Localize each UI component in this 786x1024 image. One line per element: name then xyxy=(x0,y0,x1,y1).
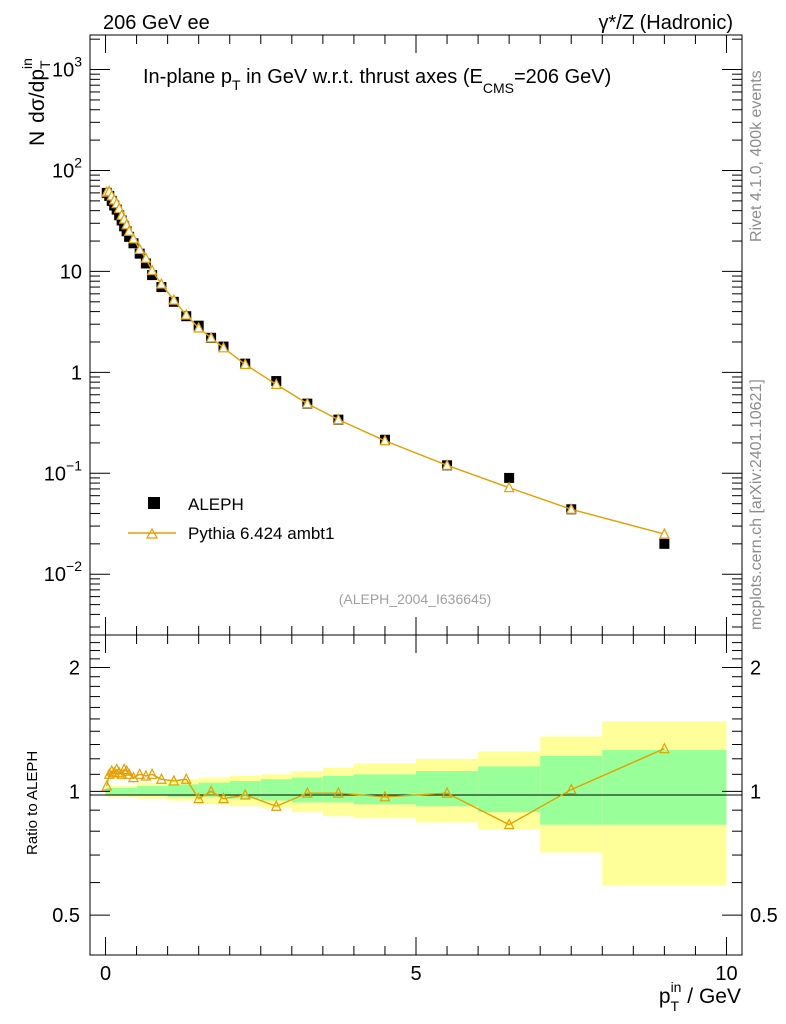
ratio-y-tick-label-right: 1 xyxy=(750,781,761,803)
x-tick-label: 5 xyxy=(410,963,421,985)
pythia-point xyxy=(146,264,158,276)
legend-pythia-label: Pythia 6.424 ambt1 xyxy=(188,524,334,543)
pythia-line xyxy=(106,190,665,535)
y-tick-label: 102 xyxy=(52,154,82,182)
ratio-point xyxy=(134,767,146,779)
green-band-segment xyxy=(291,777,323,803)
ratio-point xyxy=(239,788,251,800)
ratio-y-tick-label-right: 2 xyxy=(750,658,761,680)
ratio-y-ticks xyxy=(90,642,742,956)
pythia-point xyxy=(239,358,251,369)
pythia-point xyxy=(441,458,453,470)
rivet-version-label: Rivet 4.1.0, 400k events xyxy=(748,70,765,242)
ratio-point xyxy=(146,767,158,779)
aleph-point xyxy=(124,231,135,242)
ratio-point xyxy=(218,792,229,804)
pythia-point xyxy=(270,378,282,389)
ratio-plot-panel: 0 5 10 0.5 0.5 1 1 2 2 Ratio to ALEPH pTin / GeV xyxy=(24,634,778,1014)
green-band-segment xyxy=(602,750,727,825)
legend-aleph-marker xyxy=(148,497,160,509)
y-tick-label: 10−2 xyxy=(44,558,82,586)
green-band-segment xyxy=(478,766,541,813)
x-tick-label: 0 xyxy=(100,963,111,985)
pythia-point xyxy=(205,331,217,343)
ratio-point xyxy=(503,818,515,830)
x-axis-label: pTin / GeV xyxy=(659,979,741,1014)
main-y-ticks xyxy=(90,38,742,628)
header-right: γ*/Z (Hadronic) xyxy=(599,12,733,34)
main-data-layer xyxy=(101,185,670,549)
main-y-axis-label: Ndσ/dpTin xyxy=(19,58,53,146)
pythia-point xyxy=(332,413,344,425)
ratio-data-layer xyxy=(101,742,670,830)
pythia-point xyxy=(127,232,139,244)
ratio-point xyxy=(168,774,180,786)
pythia-point xyxy=(140,251,152,263)
ratio-point xyxy=(140,769,152,781)
ratio-y-tick-label: 1 xyxy=(69,781,80,803)
ratio-point xyxy=(379,790,391,802)
ratio-point xyxy=(565,783,577,795)
ratio-uncertainty-bands xyxy=(105,721,727,886)
ratio-line xyxy=(106,748,665,826)
green-band-segment xyxy=(198,782,230,797)
y-tick-label: 103 xyxy=(52,54,82,82)
green-band-segment xyxy=(136,786,168,795)
ratio-point xyxy=(301,786,313,798)
pythia-point xyxy=(503,481,515,493)
legend: ALEPH Pythia 6.424 ambt1 xyxy=(128,495,334,543)
pythia-point xyxy=(379,434,391,446)
ratio-point xyxy=(441,786,453,798)
main-x-ticks xyxy=(105,35,727,635)
plot-title: In-plane pT in GeV w.r.t. thrust axes (E… xyxy=(143,66,611,96)
green-band-segment xyxy=(105,787,137,795)
pythia-point xyxy=(565,502,577,514)
ratio-point xyxy=(193,792,205,804)
ratio-point xyxy=(205,785,217,796)
ratio-y-tick-label: 2 xyxy=(69,658,80,680)
aleph-point xyxy=(140,258,151,269)
ratio-point xyxy=(332,786,344,798)
main-plot-frame xyxy=(89,34,743,636)
green-band-segment xyxy=(353,774,416,805)
y-tick-label: 10 xyxy=(60,261,82,283)
ratio-point xyxy=(180,772,192,784)
main-plot-panel: 10−2 10−1 1 10 102 103 In-plane pT in GeV w.r… xyxy=(19,34,743,636)
pythia-point xyxy=(193,321,205,333)
pythia-point xyxy=(155,277,167,289)
pythia-point xyxy=(168,293,180,305)
analysis-id: (ALEPH_2004_I636645) xyxy=(339,591,492,607)
header-left: 206 GeV ee xyxy=(103,12,210,34)
legend-aleph-label: ALEPH xyxy=(188,495,244,514)
ratio-point xyxy=(101,779,113,791)
pythia-point xyxy=(180,308,192,320)
pythia-point xyxy=(123,224,135,236)
ratio-point xyxy=(658,742,670,754)
ratio-point xyxy=(118,763,130,775)
mcplots-label: mcplots.cern.ch [arXiv:2401.10621] xyxy=(748,379,765,630)
ratio-tick-labels: 0 5 10 0.5 0.5 1 1 2 2 xyxy=(52,658,778,985)
ratio-point xyxy=(270,799,282,811)
pythia-point xyxy=(658,527,670,539)
x-tick-label: 10 xyxy=(715,963,737,985)
ratio-point xyxy=(155,772,167,784)
aleph-point xyxy=(504,472,515,483)
ratio-y-axis-label: Ratio to ALEPH xyxy=(24,751,41,855)
aleph-point xyxy=(659,538,670,549)
ratio-x-ticks xyxy=(105,635,727,955)
y-tick-label: 1 xyxy=(71,362,82,384)
ratio-point xyxy=(113,766,125,778)
green-band-segment xyxy=(260,779,292,801)
main-y-tick-labels: 10−2 10−1 1 10 102 103 xyxy=(44,54,82,587)
pythia-point xyxy=(218,341,229,353)
ratio-y-tick-label: 0.5 xyxy=(52,905,80,927)
ratio-point xyxy=(123,767,135,779)
legend-pythia-marker xyxy=(145,527,159,539)
pythia-point xyxy=(301,397,313,409)
ratio-y-tick-label-right: 0.5 xyxy=(750,905,778,927)
y-tick-label: 10−1 xyxy=(44,457,82,485)
pythia-point xyxy=(134,243,146,255)
